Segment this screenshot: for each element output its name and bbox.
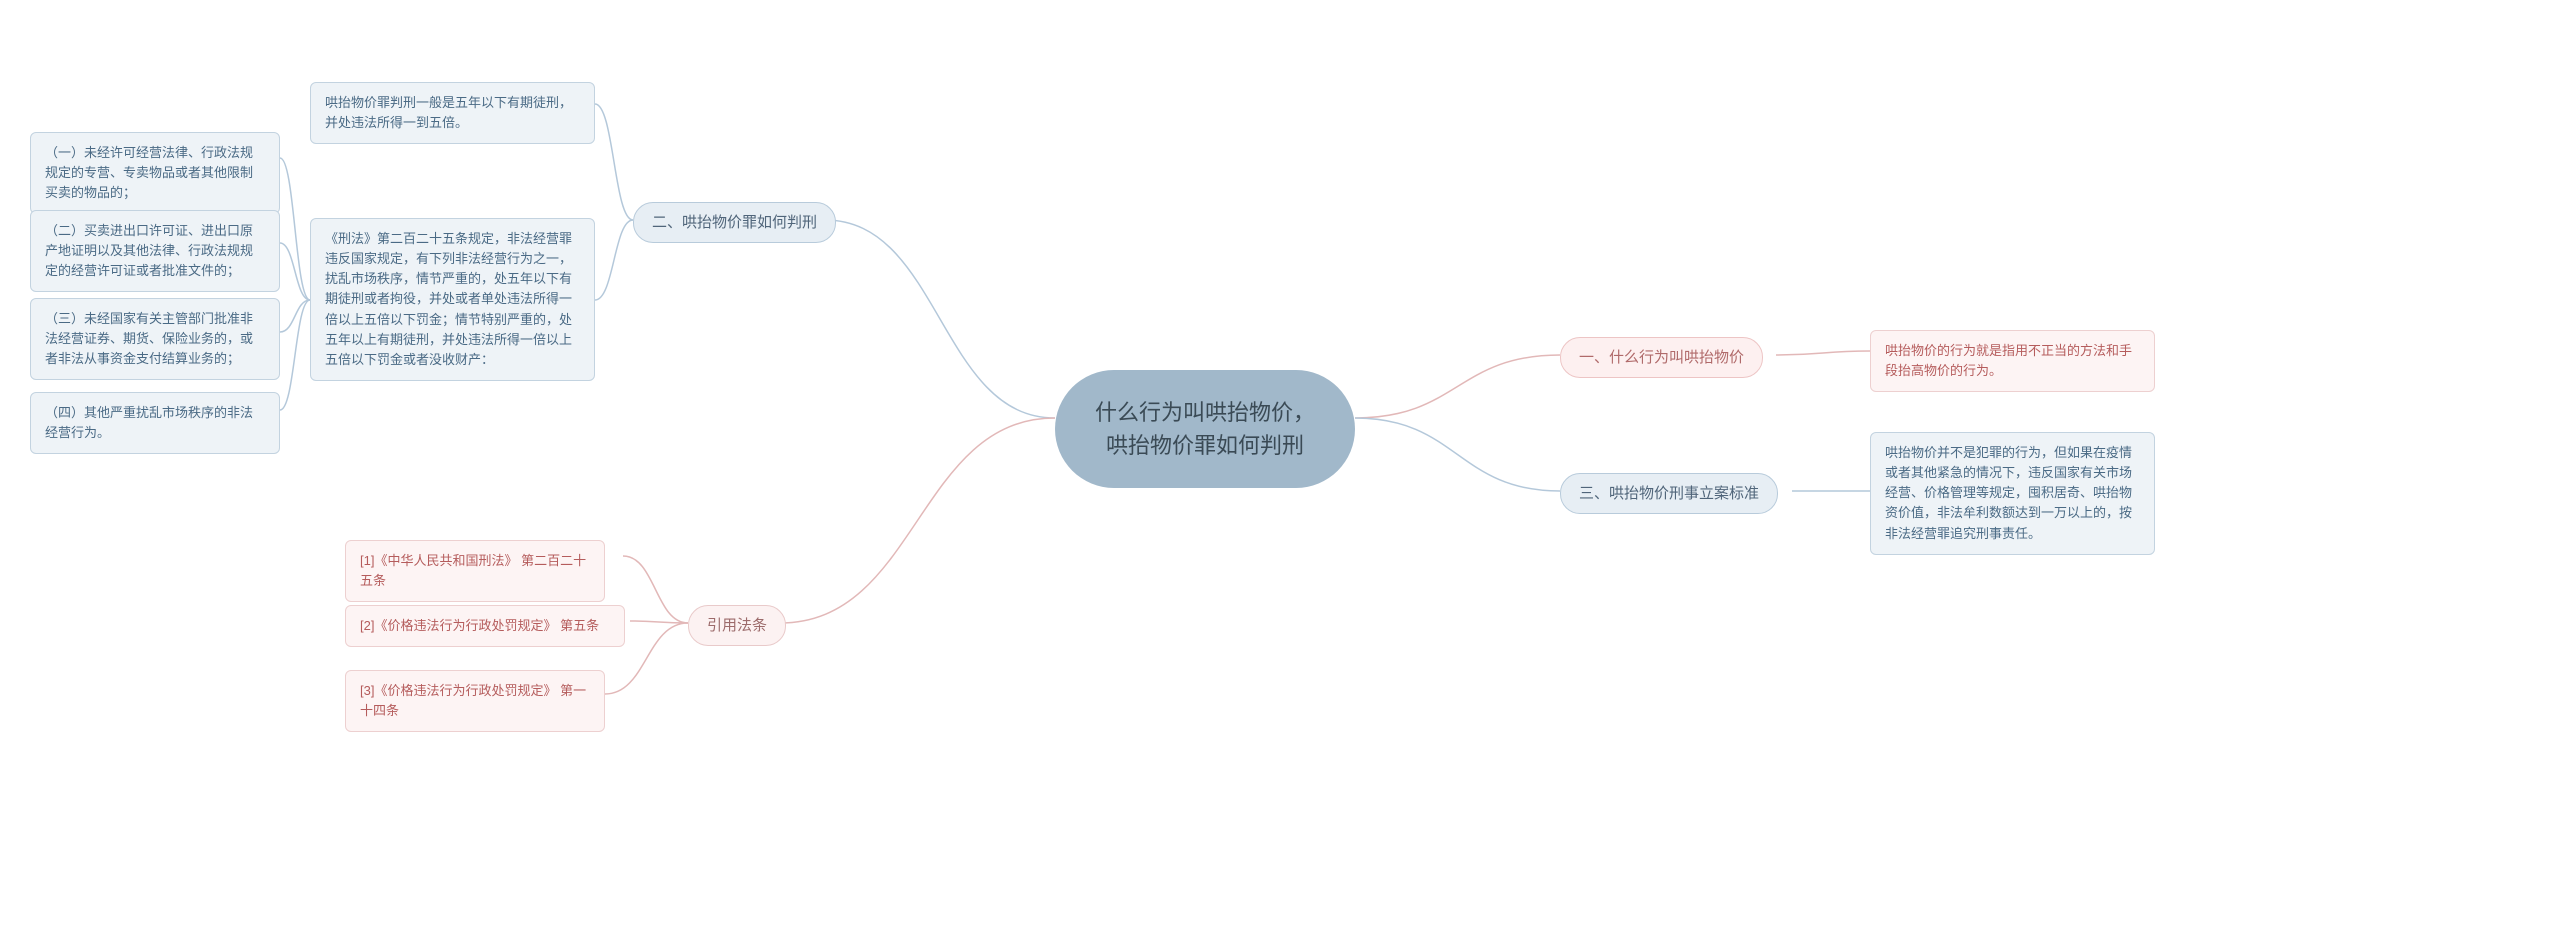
branch-2-leaf-2-text: 《刑法》第二百二十五条规定，非法经营罪违反国家规定，有下列非法经营行为之一，扰乱…: [325, 231, 572, 367]
branch-4-leaf-3[interactable]: [3]《价格违法行为行政处罚规定》 第一十四条: [345, 670, 605, 732]
branch-2-leaf-1-text: 哄抬物价罪判刑一般是五年以下有期徒刑，并处违法所得一到五倍。: [325, 95, 572, 130]
branch-2-sub-3[interactable]: （三）未经国家有关主管部门批准非法经营证券、期货、保险业务的，或者非法从事资金支…: [30, 298, 280, 380]
branch-4-leaf-1-text: [1]《中华人民共和国刑法》 第二百二十五条: [360, 553, 586, 588]
branch-4[interactable]: 引用法条: [688, 605, 786, 646]
center-topic[interactable]: 什么行为叫哄抬物价，哄抬物价罪如何判刑: [1055, 370, 1355, 488]
branch-2-sub-4-text: （四）其他严重扰乱市场秩序的非法经营行为。: [45, 405, 253, 440]
branch-3-leaf[interactable]: 哄抬物价并不是犯罪的行为，但如果在疫情或者其他紧急的情况下，违反国家有关市场经营…: [1870, 432, 2155, 555]
branch-3-leaf-text: 哄抬物价并不是犯罪的行为，但如果在疫情或者其他紧急的情况下，违反国家有关市场经营…: [1885, 445, 2132, 541]
branch-4-leaf-1[interactable]: [1]《中华人民共和国刑法》 第二百二十五条: [345, 540, 605, 602]
branch-3-label: 三、哄抬物价刑事立案标准: [1579, 485, 1759, 502]
branch-4-leaf-2-text: [2]《价格违法行为行政处罚规定》 第五条: [360, 618, 599, 633]
branch-2-leaf-1[interactable]: 哄抬物价罪判刑一般是五年以下有期徒刑，并处违法所得一到五倍。: [310, 82, 595, 144]
branch-2-sub-1[interactable]: （一）未经许可经营法律、行政法规规定的专营、专卖物品或者其他限制买卖的物品的；: [30, 132, 280, 214]
branch-4-label: 引用法条: [707, 617, 767, 634]
branch-2-label: 二、哄抬物价罪如何判刑: [652, 214, 817, 231]
branch-2-sub-3-text: （三）未经国家有关主管部门批准非法经营证券、期货、保险业务的，或者非法从事资金支…: [45, 311, 253, 366]
branch-2-sub-2[interactable]: （二）买卖进出口许可证、进出口原产地证明以及其他法律、行政法规规定的经营许可证或…: [30, 210, 280, 292]
center-text: 什么行为叫哄抬物价，哄抬物价罪如何判刑: [1095, 400, 1315, 458]
branch-2-sub-2-text: （二）买卖进出口许可证、进出口原产地证明以及其他法律、行政法规规定的经营许可证或…: [45, 223, 253, 278]
branch-1-leaf[interactable]: 哄抬物价的行为就是指用不正当的方法和手段抬高物价的行为。: [1870, 330, 2155, 392]
branch-3[interactable]: 三、哄抬物价刑事立案标准: [1560, 473, 1778, 514]
branch-1[interactable]: 一、什么行为叫哄抬物价: [1560, 337, 1763, 378]
branch-1-label: 一、什么行为叫哄抬物价: [1579, 349, 1744, 366]
branch-2-sub-1-text: （一）未经许可经营法律、行政法规规定的专营、专卖物品或者其他限制买卖的物品的；: [45, 145, 253, 200]
branch-4-leaf-2[interactable]: [2]《价格违法行为行政处罚规定》 第五条: [345, 605, 625, 647]
branch-1-leaf-text: 哄抬物价的行为就是指用不正当的方法和手段抬高物价的行为。: [1885, 343, 2132, 378]
branch-4-leaf-3-text: [3]《价格违法行为行政处罚规定》 第一十四条: [360, 683, 586, 718]
branch-2[interactable]: 二、哄抬物价罪如何判刑: [633, 202, 836, 243]
branch-2-leaf-2[interactable]: 《刑法》第二百二十五条规定，非法经营罪违反国家规定，有下列非法经营行为之一，扰乱…: [310, 218, 595, 381]
branch-2-sub-4[interactable]: （四）其他严重扰乱市场秩序的非法经营行为。: [30, 392, 280, 454]
